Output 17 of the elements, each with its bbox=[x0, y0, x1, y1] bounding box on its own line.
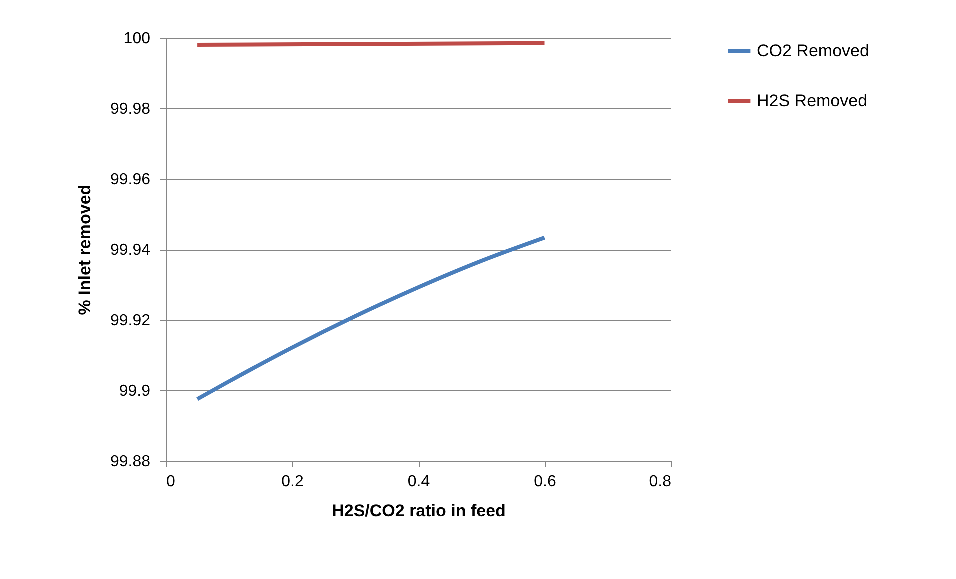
x-tick-label: 0.8 bbox=[649, 474, 672, 490]
x-axis-title: H2S/CO2 ratio in feed bbox=[332, 502, 506, 520]
legend-label: CO2 Removed bbox=[757, 42, 870, 60]
x-tick-label: 0.2 bbox=[282, 474, 304, 490]
x-tick-label: 0.4 bbox=[408, 474, 430, 490]
legend-label: H2S Removed bbox=[757, 92, 868, 110]
y-tick-label: 99.9 bbox=[119, 383, 151, 400]
y-tick-label: 99.94 bbox=[110, 242, 151, 259]
y-axis-title: % Inlet removed bbox=[75, 184, 94, 316]
y-tick-label: 100 bbox=[124, 30, 151, 48]
y-tick-label: 99.88 bbox=[110, 454, 151, 470]
x-tick-label: 0 bbox=[166, 474, 176, 490]
y-tick-label: 99.98 bbox=[110, 101, 151, 118]
y-tick-label: 99.96 bbox=[110, 172, 151, 188]
line-series bbox=[196, 236, 547, 402]
x-tick-label: 0.6 bbox=[534, 474, 556, 490]
y-tick-label: 99.92 bbox=[110, 312, 151, 330]
